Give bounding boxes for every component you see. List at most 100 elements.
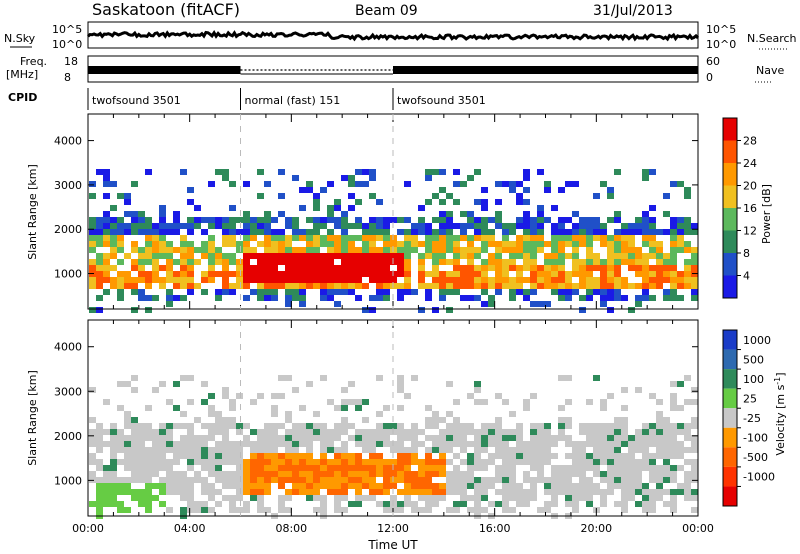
velocity-cell-631: [418, 489, 425, 495]
power-cell-1060: [670, 181, 677, 187]
velocity-cell-952: [600, 423, 607, 429]
velocity-cell-245: [215, 489, 222, 495]
power-cell-123: [152, 259, 159, 265]
power-cell-1094: [684, 265, 691, 271]
power-cell-987: [621, 277, 628, 283]
velocity-cell-17: [96, 477, 103, 483]
velocity-cell-47: [110, 501, 117, 507]
velocity-cell-192: [187, 495, 194, 501]
power-cell-186: [187, 283, 194, 289]
velocity-cell-842: [537, 429, 544, 435]
power-cell-770: [509, 247, 516, 253]
power-cell-950: [607, 187, 614, 193]
velocity-cell-551: [376, 471, 383, 477]
power-cell-1037: [649, 271, 656, 277]
power-cell-306: [264, 265, 271, 271]
power-cell-293: [257, 283, 264, 289]
power-cell-886: [565, 295, 572, 301]
power-cell-466: [348, 181, 355, 187]
velocity-cell-1114: [684, 423, 691, 429]
velocity-cell-1002: [621, 483, 628, 489]
power-cell-231: [222, 265, 229, 271]
power-cell-269: [243, 277, 250, 283]
velocity-cell-1000: [621, 471, 628, 477]
velocity-cell-656: [432, 465, 439, 471]
velocity-cell-223: [208, 429, 215, 435]
velocity-cell-810: [516, 447, 523, 453]
power-cell-51: [110, 247, 117, 253]
velocity-cell-1137: [691, 507, 698, 513]
velocity-cell-1019: [635, 429, 642, 435]
power-cell-430: [327, 265, 334, 271]
power-ytick-label-1: 2000: [54, 223, 82, 236]
power-cell-1084: [677, 283, 684, 289]
velocity-cell-1007: [628, 435, 635, 441]
power-cell-12: [89, 283, 96, 289]
velocity-cell-28: [103, 471, 110, 477]
velocity-cell-686: [446, 507, 453, 513]
power-cell-209: [208, 259, 215, 265]
velocity-cell-1048: [649, 453, 656, 459]
power-cell-521: [369, 295, 376, 301]
velocity-cell-663: [439, 429, 446, 435]
power-cell-179: [187, 241, 194, 247]
velocity-cell-251: [222, 429, 229, 435]
power-cell-760: [502, 259, 509, 265]
velocity-cell-533: [369, 447, 376, 453]
velocity-cell-513: [355, 477, 362, 483]
power-cell-1056: [663, 271, 670, 277]
power-cell-696: [467, 271, 474, 277]
power-cell-692: [467, 247, 474, 253]
velocity-cell-916: [579, 453, 586, 459]
power-cell-98: [138, 265, 145, 271]
freq-label: Freq.: [20, 55, 47, 68]
velocity-ytick-label-3: 4000: [54, 341, 82, 354]
velocity-cell-725: [474, 381, 481, 387]
power-cell-362: [292, 283, 299, 289]
power-cell-511: [369, 223, 376, 229]
power-cell-887: [572, 181, 579, 187]
power-cell-34: [103, 223, 110, 229]
velocity-cell-371: [285, 429, 292, 435]
velocity-cell-154: [173, 381, 180, 387]
velocity-cell-27: [103, 465, 110, 471]
velocity-cell-865: [551, 441, 558, 447]
velocity-cell-315: [257, 441, 264, 447]
power-cell-451: [341, 211, 348, 217]
velocity-cell-37: [110, 441, 117, 447]
velocity-cell-149: [166, 471, 173, 477]
velocity-cell-43: [110, 477, 117, 483]
power-cell-166: [180, 247, 187, 253]
velocity-cell-33: [103, 501, 110, 507]
power-cell-863: [558, 223, 565, 229]
velocity-cell-732: [474, 453, 481, 459]
power-cell-821: [530, 289, 537, 295]
power-cell-89: [131, 289, 138, 295]
power-cell-404: [313, 271, 320, 277]
power-cell-1029: [649, 217, 656, 223]
velocity-cell-1131: [691, 459, 698, 465]
velocity-cell-257: [222, 471, 229, 477]
power-cell-917: [586, 247, 593, 253]
power-cell-870: [558, 265, 565, 271]
power-cell-1036: [649, 265, 656, 271]
velocity-cell-147: [166, 459, 173, 465]
velocity-cell-1123: [684, 495, 691, 501]
power-cell-613: [425, 289, 432, 295]
power-cell-273: [250, 223, 257, 229]
power-cell-339: [285, 235, 292, 241]
velocity-cell-1016: [628, 489, 635, 495]
power-cell-1077: [677, 223, 684, 229]
power-cell-673: [453, 289, 460, 295]
power-cell-225: [222, 223, 229, 229]
velocity-cell-751: [481, 483, 488, 489]
power-cell-574: [404, 235, 411, 241]
power-cell-519: [369, 271, 376, 277]
velocity-cbar-seg-7: [723, 466, 737, 487]
velocity-cell-667: [439, 453, 446, 459]
velocity-cell-664: [439, 435, 446, 441]
velocity-cell-746: [481, 441, 488, 447]
power-cell-619: [432, 235, 439, 241]
power-cell-941: [600, 241, 607, 247]
power-cell-1008: [635, 283, 642, 289]
